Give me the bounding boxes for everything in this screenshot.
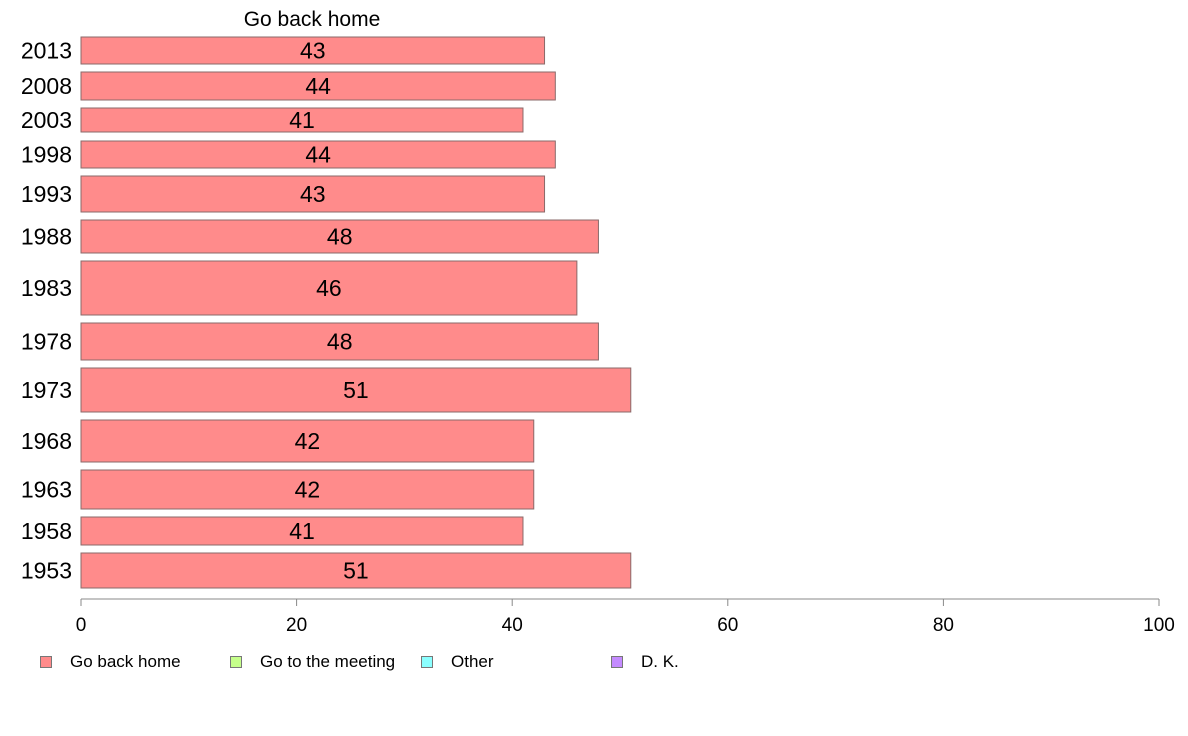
y-tick-label: 1953 <box>21 558 72 584</box>
legend-label: Other <box>451 652 494 671</box>
bar-value-label: 43 <box>300 181 326 207</box>
x-tick-label: 40 <box>502 615 523 636</box>
y-tick-label: 1993 <box>21 181 72 207</box>
bar-value-label: 48 <box>327 329 353 355</box>
bar-1988 <box>80 219 599 254</box>
bar-value-label: 46 <box>316 275 342 301</box>
x-tick-label: 60 <box>717 615 738 636</box>
legend-item-other: Other <box>421 652 494 672</box>
bar-2008 <box>80 71 556 101</box>
legend-swatch <box>421 656 433 668</box>
bar-1958 <box>80 516 524 546</box>
y-tick-label: 1978 <box>21 329 72 355</box>
legend-label: Go back home <box>70 652 181 671</box>
bar-1993 <box>80 175 546 213</box>
y-tick-label: 1963 <box>21 477 72 503</box>
chart-title: Go back home <box>244 8 381 31</box>
y-tick-label: 1998 <box>21 142 72 168</box>
y-tick-label: 2013 <box>21 38 72 64</box>
x-tick-label: 80 <box>933 615 954 636</box>
legend: Go back home Go to the meeting Other D. … <box>0 652 1188 674</box>
y-tick-label: 2003 <box>21 107 72 133</box>
y-tick-label: 1968 <box>21 428 72 454</box>
legend-label: Go to the meeting <box>260 652 396 671</box>
legend-item-dk: D. K. <box>611 652 679 672</box>
bar-2013 <box>80 36 546 65</box>
bars: 43 2013 44 2008 41 2003 44 1998 43 1993 48 1988 46 19… <box>21 36 632 589</box>
bar-value-label: 48 <box>327 224 353 250</box>
bar-value-label: 51 <box>343 558 369 584</box>
x-axis: 0 20 40 60 80 100 <box>76 598 1175 636</box>
bar-1963 <box>80 469 535 510</box>
bar-value-label: 44 <box>305 73 331 99</box>
bar-2003 <box>80 107 524 133</box>
legend-item-go-back-home: Go back home <box>40 652 181 672</box>
y-tick-label: 2008 <box>21 73 72 99</box>
bar-value-label: 51 <box>343 377 369 403</box>
x-tick-label: 0 <box>76 615 87 636</box>
bar-value-label: 43 <box>300 38 326 64</box>
bar-1983 <box>80 260 578 316</box>
bar-value-label: 42 <box>295 428 321 454</box>
y-tick-label: 1973 <box>21 377 72 403</box>
bar-value-label: 41 <box>289 518 315 544</box>
y-tick-label: 1958 <box>21 518 72 544</box>
y-tick-label: 1988 <box>21 224 72 250</box>
bar-value-label: 44 <box>305 142 331 168</box>
bar-value-label: 42 <box>295 477 321 503</box>
bar-1978 <box>80 322 599 361</box>
x-tick-label: 100 <box>1143 615 1175 636</box>
legend-swatch <box>40 656 52 668</box>
legend-swatch <box>611 656 623 668</box>
legend-label: D. K. <box>641 652 679 671</box>
bar-value-label: 41 <box>289 107 315 133</box>
legend-swatch <box>230 656 242 668</box>
bar-1998 <box>80 140 556 169</box>
legend-item-go-to-the-meeting: Go to the meeting <box>230 652 395 672</box>
bar-1973 <box>80 367 632 413</box>
bar-1953 <box>80 552 632 589</box>
bar-1968 <box>80 419 535 463</box>
x-tick-label: 20 <box>286 615 307 636</box>
y-tick-label: 1983 <box>21 275 72 301</box>
